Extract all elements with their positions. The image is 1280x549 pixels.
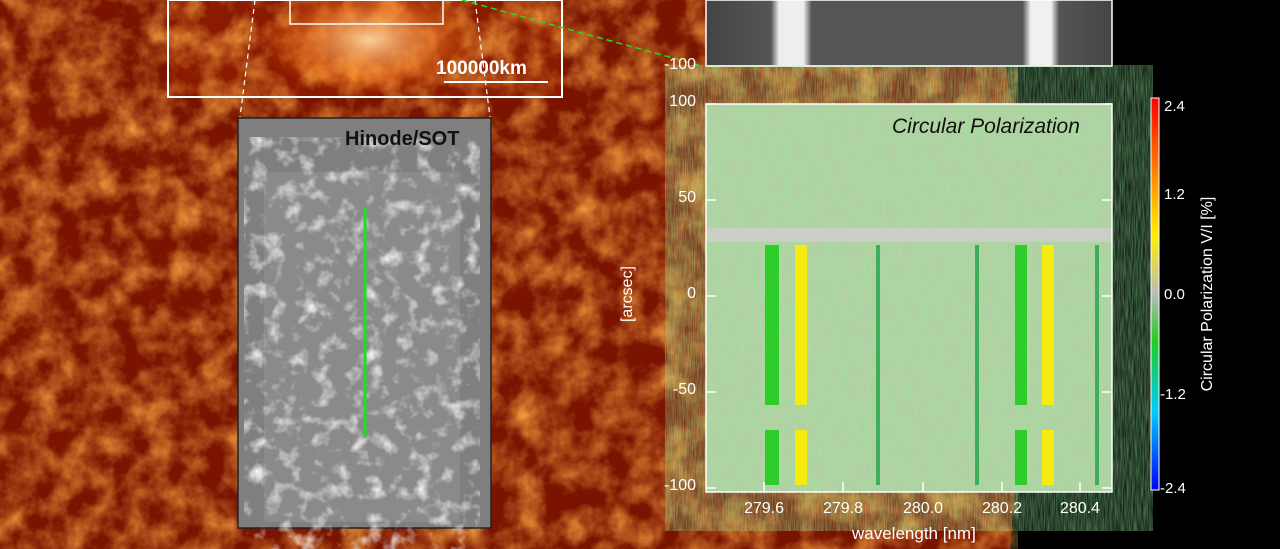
y-tick-neg100: -100: [663, 477, 696, 494]
colorbar-tick-2-4: 2.4: [1164, 98, 1185, 115]
hinode-title: Hinode/SOT: [345, 128, 460, 150]
y-axis-label: [arcsec]: [619, 265, 637, 323]
y-tick-0: 0: [687, 285, 696, 302]
top-spectrum-y-tick: -100: [663, 56, 696, 73]
colorbar-tick-neg1-2: -1.2: [1160, 386, 1186, 403]
y-tick-50: 50: [678, 189, 696, 206]
scale-bar-label: 100000km: [436, 58, 527, 79]
colorbar-label: Circular Polarization V/I [%]: [1199, 196, 1216, 392]
x-tick-280-0: 280.0: [902, 500, 944, 517]
polarization-title: Circular Polarization: [892, 115, 1080, 138]
y-tick-100: 100: [669, 93, 696, 110]
x-tick-280-4: 280.4: [1059, 500, 1101, 517]
x-axis-label: wavelength [nm]: [852, 524, 976, 543]
x-tick-279-6: 279.6: [743, 500, 785, 517]
colorbar-tick-1-2: 1.2: [1164, 186, 1185, 203]
colorbar-tick-0-0: 0.0: [1164, 286, 1185, 303]
x-tick-279-8: 279.8: [822, 500, 864, 517]
colorbar-tick-neg2-4: -2.4: [1160, 480, 1186, 497]
y-tick-neg50: -50: [672, 381, 696, 398]
x-tick-280-2: 280.2: [981, 500, 1023, 517]
